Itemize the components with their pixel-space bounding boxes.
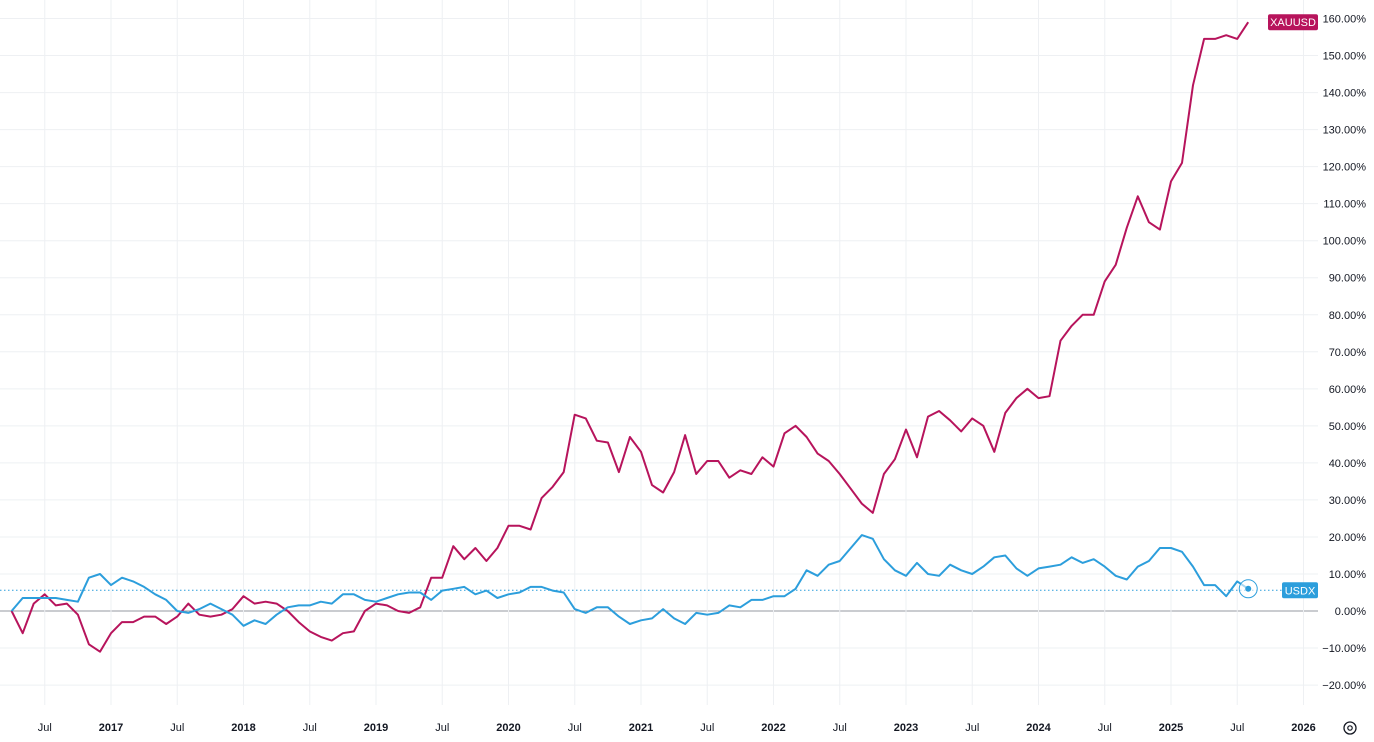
x-tick-label: Jul [1098,722,1112,734]
x-tick-label: 2026 [1291,722,1315,734]
y-tick-label: 100.00% [1323,236,1367,248]
badge-label: XAUUSD [1270,17,1316,29]
y-tick-label: 70.00% [1329,347,1367,359]
x-tick-label: Jul [435,722,449,734]
x-tick-label: 2020 [496,722,520,734]
gear-icon-center [1347,725,1353,731]
series-line-usdx[interactable] [10,534,1249,627]
y-tick-label: 60.00% [1329,384,1367,396]
y-tick-label: 80.00% [1329,310,1367,322]
x-axis: Jul 2017 Jul 2018 Jul 2019 Jul 2020 Jul 2021 Jul 20… [38,722,1316,734]
gear-icon[interactable] [1343,721,1357,735]
x-tick-label: 2023 [894,722,918,734]
x-tick-label: Jul [1230,722,1244,734]
x-tick-label: 2017 [99,722,123,734]
y-tick-label: 40.00% [1329,458,1367,470]
y-tick-label: −10.00% [1322,643,1366,655]
badge-background [1282,582,1318,599]
series-line-xauusd[interactable] [10,21,1250,653]
axis-settings-button[interactable] [1343,721,1357,735]
y-tick-label: 130.00% [1323,125,1367,137]
last-point-marker [1245,585,1252,592]
x-tick-label: Jul [170,722,184,734]
badge-background [1268,14,1318,31]
y-tick-label: 110.00% [1323,199,1366,211]
x-tick-label: 2022 [761,722,785,734]
x-tick-label: Jul [568,722,582,734]
x-tick-label: Jul [965,722,979,734]
y-tick-label: 20.00% [1329,532,1367,544]
x-tick-label: 2019 [364,722,388,734]
y-tick-label: 90.00% [1329,273,1367,285]
badge-label: USDX [1285,585,1316,597]
x-tick-label: Jul [700,722,714,734]
price-badges: XAUUSD USDX [1268,14,1318,599]
y-tick-label: 120.00% [1323,162,1367,174]
y-axis: 160.00% 150.00% 140.00% 130.00% 120.00% 110.0… [1322,14,1366,693]
x-tick-label: Jul [303,722,317,734]
x-tick-label: Jul [833,722,847,734]
x-tick-label: 2024 [1026,722,1051,734]
y-tick-label: 140.00% [1323,88,1367,100]
badge-usdx: USDX [1282,582,1318,599]
y-tick-label: 0.00% [1335,606,1366,618]
badge-xauusd: XAUUSD [1268,14,1318,31]
y-tick-label: −20.00% [1322,680,1366,692]
grid [0,0,1318,705]
x-tick-label: 2025 [1159,722,1183,734]
y-tick-label: 160.00% [1323,14,1367,26]
x-tick-label: Jul [38,722,52,734]
y-tick-label: 50.00% [1329,421,1367,433]
y-tick-label: 10.00% [1329,569,1367,581]
x-tick-label: 2021 [629,722,653,734]
x-tick-label: 2018 [231,722,255,734]
y-tick-label: 30.00% [1329,495,1367,507]
y-tick-label: 150.00% [1323,51,1367,63]
series-lines[interactable] [10,21,1258,653]
